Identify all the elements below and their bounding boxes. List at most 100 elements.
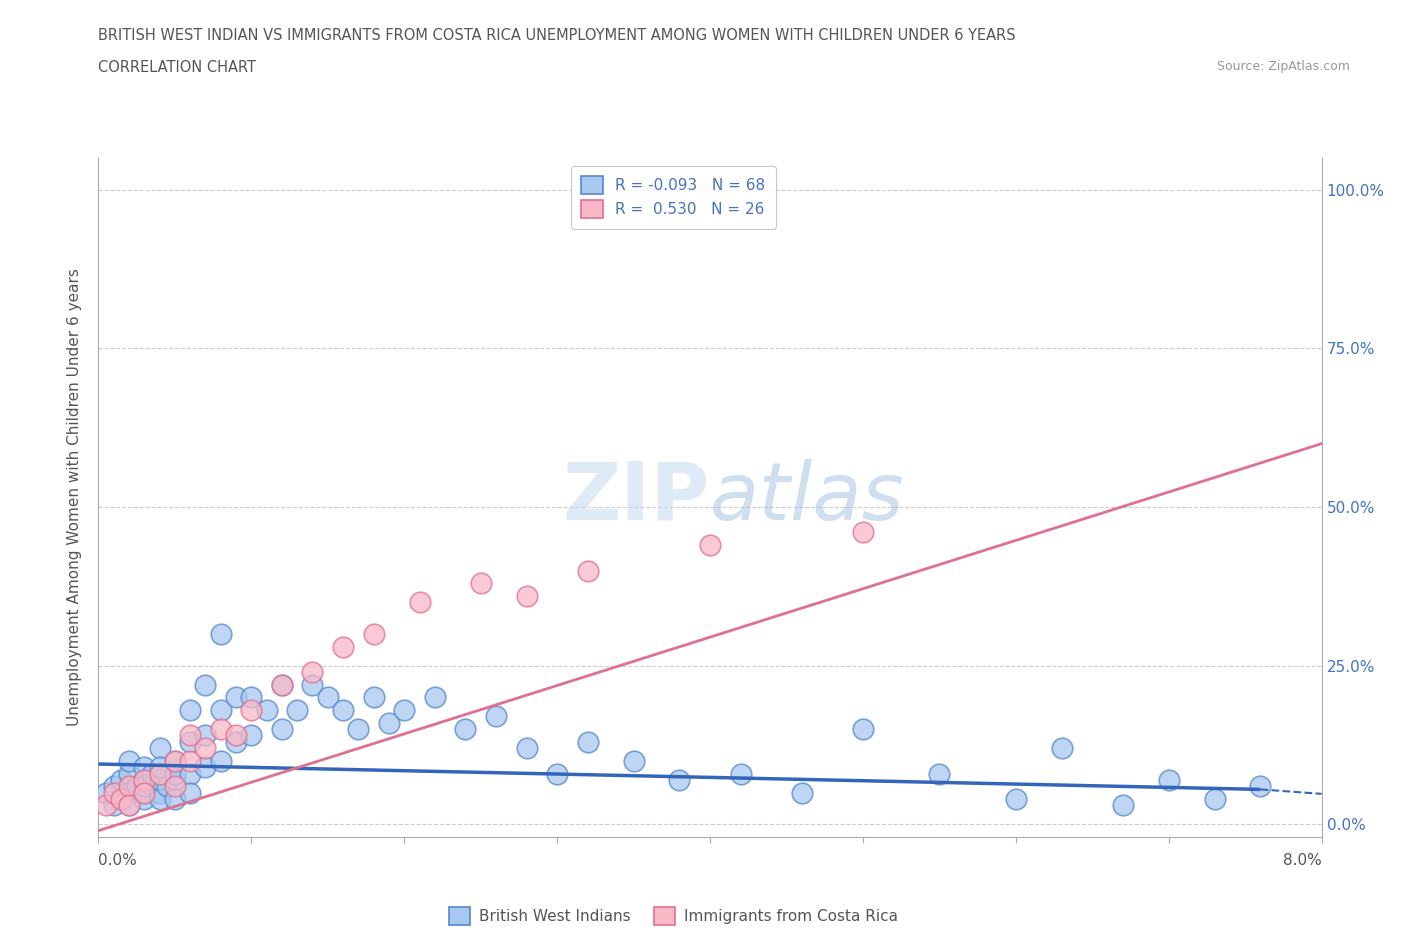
Point: [408, 595, 430, 610]
Point: [163, 773, 186, 788]
Point: [194, 677, 217, 692]
Point: [485, 709, 508, 724]
Point: [134, 773, 156, 788]
Point: [179, 728, 201, 743]
Point: [141, 766, 163, 781]
Point: [163, 778, 186, 793]
Point: [134, 785, 156, 800]
Point: [423, 690, 446, 705]
Point: [163, 766, 186, 781]
Point: [576, 735, 599, 750]
Point: [301, 665, 323, 680]
Point: [1050, 740, 1073, 755]
Point: [156, 778, 179, 793]
Point: [149, 773, 172, 788]
Point: [94, 785, 117, 800]
Point: [546, 766, 568, 781]
Point: [576, 563, 599, 578]
Point: [852, 722, 875, 737]
Point: [103, 798, 125, 813]
Point: [110, 773, 132, 788]
Point: [225, 728, 247, 743]
Point: [118, 785, 141, 800]
Point: [194, 760, 217, 775]
Text: BRITISH WEST INDIAN VS IMMIGRANTS FROM COSTA RICA UNEMPLOYMENT AMONG WOMEN WITH : BRITISH WEST INDIAN VS IMMIGRANTS FROM C…: [98, 28, 1017, 43]
Y-axis label: Unemployment Among Women with Children Under 6 years: Unemployment Among Women with Children U…: [67, 269, 83, 726]
Point: [240, 728, 263, 743]
Point: [118, 798, 141, 813]
Text: CORRELATION CHART: CORRELATION CHART: [98, 60, 256, 75]
Point: [149, 740, 172, 755]
Point: [209, 627, 232, 642]
Legend: British West Indians, Immigrants from Costa Rica: British West Indians, Immigrants from Co…: [443, 901, 904, 930]
Point: [316, 690, 339, 705]
Point: [103, 785, 125, 800]
Point: [1157, 773, 1180, 788]
Point: [699, 538, 721, 552]
Point: [363, 690, 385, 705]
Point: [118, 753, 141, 768]
Point: [285, 703, 308, 718]
Point: [179, 703, 201, 718]
Point: [163, 791, 186, 806]
Point: [134, 760, 156, 775]
Text: atlas: atlas: [710, 458, 905, 537]
Point: [118, 766, 141, 781]
Point: [149, 760, 172, 775]
Point: [270, 722, 294, 737]
Point: [623, 753, 645, 768]
Point: [225, 735, 247, 750]
Point: [209, 753, 232, 768]
Point: [118, 778, 141, 793]
Point: [149, 791, 172, 806]
Point: [149, 766, 172, 781]
Point: [347, 722, 370, 737]
Point: [332, 703, 354, 718]
Point: [363, 627, 385, 642]
Point: [179, 753, 201, 768]
Text: 8.0%: 8.0%: [1282, 853, 1322, 868]
Point: [270, 677, 294, 692]
Point: [179, 766, 201, 781]
Point: [301, 677, 323, 692]
Point: [516, 740, 538, 755]
Point: [179, 735, 201, 750]
Text: 0.0%: 0.0%: [98, 853, 138, 868]
Point: [110, 791, 132, 806]
Point: [209, 703, 232, 718]
Point: [225, 690, 247, 705]
Point: [163, 753, 186, 768]
Text: Source: ZipAtlas.com: Source: ZipAtlas.com: [1216, 60, 1350, 73]
Point: [194, 740, 217, 755]
Point: [163, 753, 186, 768]
Point: [94, 798, 117, 813]
Point: [179, 785, 201, 800]
Point: [454, 722, 477, 737]
Point: [1004, 791, 1026, 806]
Point: [134, 773, 156, 788]
Point: [332, 639, 354, 654]
Point: [209, 722, 232, 737]
Point: [668, 773, 690, 788]
Point: [1249, 778, 1271, 793]
Point: [134, 778, 156, 793]
Point: [125, 778, 148, 793]
Point: [118, 798, 141, 813]
Point: [194, 728, 217, 743]
Point: [1112, 798, 1135, 813]
Point: [470, 576, 492, 591]
Point: [1204, 791, 1226, 806]
Point: [790, 785, 813, 800]
Point: [240, 690, 263, 705]
Point: [928, 766, 950, 781]
Point: [149, 785, 172, 800]
Point: [103, 778, 125, 793]
Point: [392, 703, 416, 718]
Point: [730, 766, 752, 781]
Point: [134, 785, 156, 800]
Text: ZIP: ZIP: [562, 458, 710, 537]
Point: [516, 589, 538, 604]
Point: [270, 677, 294, 692]
Point: [852, 525, 875, 540]
Point: [240, 703, 263, 718]
